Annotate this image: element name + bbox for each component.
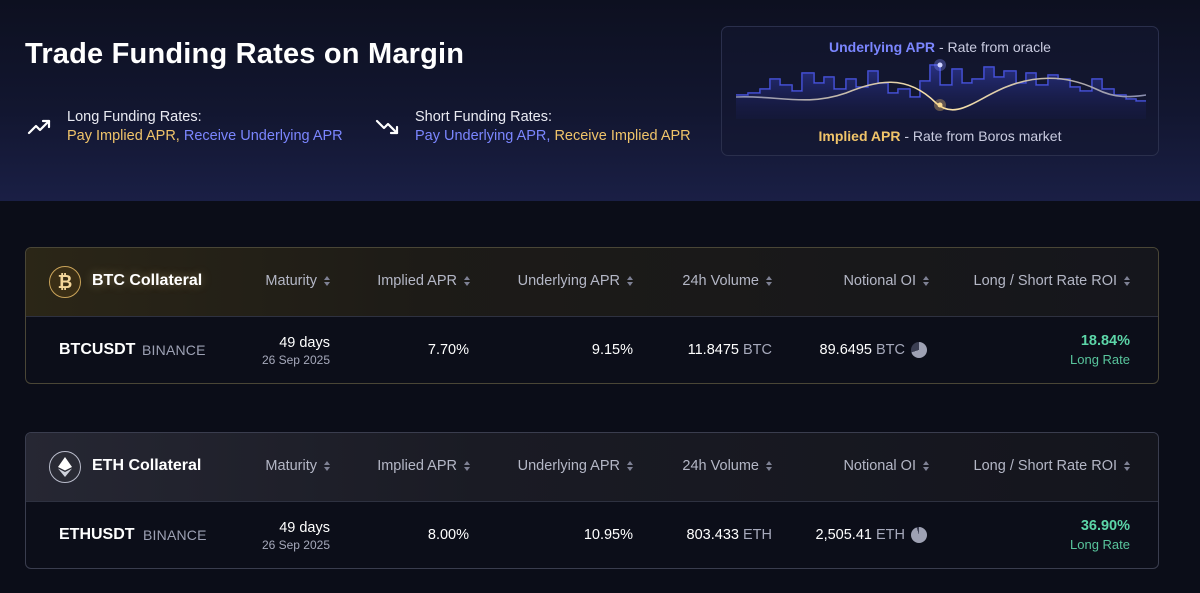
collateral-label: BTC Collateral <box>92 272 203 289</box>
volume-header-label: 24h Volume <box>682 273 759 289</box>
ethereum-glyph <box>58 457 72 477</box>
exchange-name: BINANCE <box>143 527 207 543</box>
btc-collateral-card: ₿ BTC Collateral Maturity Implied APR Un… <box>25 247 1159 384</box>
ticker-symbol: BTCUSDT <box>59 341 136 358</box>
maturity-days: 49 days <box>279 335 330 351</box>
volume-unit: ETH <box>743 527 772 543</box>
sort-icon <box>627 461 633 471</box>
roi-label: Long Rate <box>1070 352 1130 367</box>
sort-icon <box>1124 276 1130 286</box>
short-receive-text: Receive Implied APR <box>554 128 691 144</box>
sort-icon <box>464 276 470 286</box>
exchange-name: BINANCE <box>142 342 206 358</box>
underlying-legend: Underlying APR - Rate from oracle <box>722 39 1158 55</box>
underlying-apr-header[interactable]: Underlying APR <box>518 458 633 474</box>
implied-apr-value: 8.00% <box>427 527 469 543</box>
sort-icon <box>324 276 330 286</box>
notional-oi-header-label: Notional OI <box>843 458 916 474</box>
roi-header[interactable]: Long / Short Rate ROI <box>974 458 1130 474</box>
volume-header[interactable]: 24h Volume <box>682 458 772 474</box>
sort-icon <box>766 461 772 471</box>
hero-banner: Trade Funding Rates on Margin Long Fundi… <box>0 0 1200 201</box>
market-row-ethusdt[interactable]: ETHUSDT BINANCE 49 days 26 Sep 2025 8.00… <box>26 502 1158 568</box>
collateral-label: ETH Collateral <box>92 457 202 474</box>
oi-amount: 2,505.41 <box>815 527 872 543</box>
notional-oi-value: 2,505.41 ETH <box>816 527 905 543</box>
card-header: ₿ BTC Collateral Maturity Implied APR Un… <box>26 248 1158 317</box>
implied-legend-label: Implied APR <box>818 128 901 144</box>
implied-apr-header-label: Implied APR <box>377 458 457 474</box>
maturity-days: 49 days <box>279 520 330 536</box>
notional-oi-header-label: Notional OI <box>843 273 916 289</box>
trend-down-icon <box>375 119 399 135</box>
maturity-header-label: Maturity <box>265 458 317 474</box>
volume-value: 803.433 ETH <box>687 527 772 543</box>
volume-value: 11.8475 BTC <box>688 342 772 358</box>
oi-capacity-pie-icon <box>911 527 927 543</box>
volume-amount: 11.8475 <box>687 342 739 358</box>
apr-illustration <box>736 59 1146 119</box>
implied-apr-header-label: Implied APR <box>377 273 457 289</box>
maturity-header-label: Maturity <box>265 273 317 289</box>
ethereum-icon <box>49 451 81 483</box>
sort-icon <box>324 461 330 471</box>
sort-icon <box>923 276 929 286</box>
implied-apr-header[interactable]: Implied APR <box>377 273 470 289</box>
maturity-date: 26 Sep 2025 <box>261 538 330 552</box>
roi-header-label: Long / Short Rate ROI <box>973 273 1117 289</box>
volume-header-label: 24h Volume <box>682 458 759 474</box>
short-pay-text: Pay Underlying APR, <box>415 128 551 144</box>
oi-unit: ETH <box>876 527 905 543</box>
sort-icon <box>627 276 633 286</box>
volume-header[interactable]: 24h Volume <box>682 273 772 289</box>
ticker-symbol: ETHUSDT <box>59 526 135 543</box>
underlying-apr-value: 10.95% <box>583 527 633 543</box>
maturity-date: 26 Sep 2025 <box>261 353 330 367</box>
card-header: ETH Collateral Maturity Implied APR Unde… <box>26 433 1158 502</box>
volume-amount: 803.433 <box>686 527 739 543</box>
oi-unit: BTC <box>876 342 905 358</box>
implied-apr-value: 7.70% <box>427 342 469 358</box>
notional-oi-header[interactable]: Notional OI <box>843 458 929 474</box>
underlying-apr-value: 9.15% <box>591 342 633 358</box>
long-receive-text: Receive Underlying APR <box>183 128 343 144</box>
underlying-legend-label: Underlying APR <box>829 39 936 55</box>
underlying-apr-header[interactable]: Underlying APR <box>518 273 633 289</box>
volume-unit: BTC <box>743 342 772 358</box>
roi-header[interactable]: Long / Short Rate ROI <box>974 273 1130 289</box>
roi-label: Long Rate <box>1070 537 1130 552</box>
underlying-apr-header-label: Underlying APR <box>517 273 620 289</box>
maturity-header[interactable]: Maturity <box>265 273 330 289</box>
trend-up-icon <box>27 119 51 135</box>
underlying-legend-desc: - Rate from oracle <box>938 39 1051 55</box>
sort-icon <box>923 461 929 471</box>
sort-icon <box>1124 461 1130 471</box>
notional-oi-header[interactable]: Notional OI <box>843 273 929 289</box>
page-title: Trade Funding Rates on Margin <box>25 38 465 70</box>
roi-header-label: Long / Short Rate ROI <box>973 458 1117 474</box>
short-funding-info: Short Funding Rates: Pay Underlying APR,… <box>375 108 691 146</box>
underlying-apr-header-label: Underlying APR <box>517 458 620 474</box>
oi-capacity-pie-icon <box>911 342 927 358</box>
roi-value: 18.84% <box>1080 333 1130 349</box>
implied-legend: Implied APR - Rate from Boros market <box>722 128 1158 144</box>
roi-value: 36.90% <box>1080 518 1130 534</box>
apr-legend-card: Underlying APR - Rate from oracle <box>721 26 1159 156</box>
long-funding-info: Long Funding Rates: Pay Implied APR, Rec… <box>27 108 343 146</box>
long-pay-text: Pay Implied APR, <box>67 128 180 144</box>
bitcoin-icon: ₿ <box>49 266 81 298</box>
implied-apr-header[interactable]: Implied APR <box>377 458 470 474</box>
short-funding-title: Short Funding Rates: <box>415 109 553 125</box>
eth-collateral-card: ETH Collateral Maturity Implied APR Unde… <box>25 432 1159 569</box>
implied-legend-desc: - Rate from Boros market <box>904 128 1062 144</box>
maturity-header[interactable]: Maturity <box>265 458 330 474</box>
sort-icon <box>464 461 470 471</box>
market-row-btcusdt[interactable]: BTCUSDT BINANCE 49 days 26 Sep 2025 7.70… <box>26 317 1158 383</box>
notional-oi-value: 89.6495 BTC <box>820 342 905 358</box>
sort-icon <box>766 276 772 286</box>
oi-amount: 89.6495 <box>819 342 872 358</box>
long-funding-title: Long Funding Rates: <box>67 109 202 125</box>
